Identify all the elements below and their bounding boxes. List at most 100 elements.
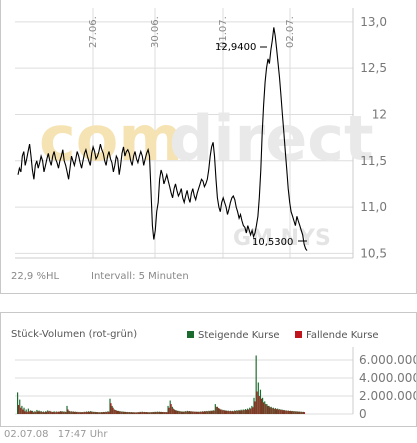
volume-bar-rising <box>79 411 81 414</box>
high-label: 12,9400 <box>215 42 256 53</box>
price-y-tick: 13,0 <box>360 15 387 29</box>
volume-bar-rising <box>244 409 246 414</box>
footer-timestamp: 02.07.08 17:47 Uhr <box>4 429 113 440</box>
volume-bar-rising <box>81 412 83 414</box>
volume-bar-rising <box>128 412 130 414</box>
volume-bar-falling <box>60 411 63 414</box>
volume-bar-rising <box>68 410 70 414</box>
volume-bar-rising <box>102 411 105 414</box>
volume-bar-falling <box>151 412 153 414</box>
volume-bar-rising <box>212 410 214 414</box>
volume-bar-rising <box>227 410 229 414</box>
volume-bar-falling <box>93 411 95 414</box>
volume-bar-rising <box>193 411 195 414</box>
volume-bar-rising <box>186 410 188 414</box>
volume-bar-falling <box>17 405 20 414</box>
volume-bar-falling <box>267 405 269 414</box>
volume-bar-rising <box>94 411 96 414</box>
volume-bar-rising <box>167 405 169 414</box>
volume-bar-rising <box>66 405 68 414</box>
volume-bar-rising <box>188 411 191 414</box>
legend-rising-swatch <box>187 331 194 338</box>
volume-bar-falling <box>262 402 265 414</box>
volume-bar-falling <box>230 411 232 414</box>
volume-bar-rising <box>208 410 210 414</box>
volume-bar-rising <box>145 412 148 414</box>
volume-bar-falling <box>129 412 131 414</box>
volume-bar-rising <box>83 411 85 414</box>
volume-bar-rising <box>169 400 171 414</box>
volume-bar-falling <box>97 412 99 414</box>
volume-bar-rising <box>294 411 296 414</box>
volume-bar-falling <box>235 410 237 414</box>
volume-bar-falling <box>164 412 166 414</box>
volume-bar-rising <box>107 411 109 414</box>
volume-y-tick: 0 <box>359 407 367 421</box>
watermark-brand-light: com <box>39 102 183 175</box>
volume-bar-rising <box>178 410 180 414</box>
volume-bar-falling <box>245 409 247 414</box>
volume-bar-falling <box>45 411 48 414</box>
volume-bar-falling <box>69 411 71 414</box>
volume-bar-falling <box>174 410 177 414</box>
volume-bar-falling <box>200 411 202 414</box>
volume-bar-falling <box>290 411 293 414</box>
volume-bar-rising <box>36 409 38 414</box>
price-y-tick: 12 <box>372 107 387 121</box>
volume-bar-rising <box>163 411 165 414</box>
volume-bar-falling <box>207 411 209 414</box>
volume-bar-falling <box>299 411 301 414</box>
volume-bar-falling <box>80 412 82 414</box>
volume-bar-falling <box>273 408 275 414</box>
volume-bar-falling <box>202 411 204 414</box>
volume-bar-falling <box>56 411 58 414</box>
volume-bar-falling <box>282 410 284 414</box>
volume-bar-falling <box>177 410 179 414</box>
volume-bar-falling <box>166 412 168 414</box>
volume-bar-rising <box>105 411 107 414</box>
volume-bar-falling <box>26 411 28 414</box>
volume-bar-rising <box>44 411 47 414</box>
volume-bar-rising <box>62 411 64 414</box>
volume-bar-rising <box>240 409 242 414</box>
volume-bar-falling <box>121 411 123 414</box>
volume-bar-rising <box>21 405 23 414</box>
volume-bar-falling <box>39 411 41 414</box>
volume-bar-falling <box>112 407 114 414</box>
volume-bar-rising <box>57 411 60 414</box>
interval-label: Intervall: 5 Minuten <box>91 271 189 282</box>
price-x-tick: 27.06. <box>88 16 99 48</box>
volume-bar-rising <box>191 411 193 414</box>
volume-bar-falling <box>106 411 108 414</box>
volume-bar-rising <box>302 411 305 414</box>
volume-bar-falling <box>118 411 121 414</box>
volume-bar-rising <box>42 411 44 414</box>
volume-bar-falling <box>217 408 220 414</box>
volume-bar-falling <box>153 412 155 414</box>
volume-bar-falling <box>301 411 303 414</box>
footer-date: 02.07.08 <box>4 429 49 440</box>
volume-bar-rising <box>197 411 199 414</box>
volume-bar-rising <box>161 411 163 414</box>
volume-bar-falling <box>33 412 35 414</box>
volume-bar-rising <box>87 411 90 414</box>
volume-bar-falling <box>252 407 254 414</box>
volume-bar-rising <box>298 411 300 414</box>
volume-bar-falling <box>73 411 76 414</box>
volume-bar-rising <box>270 406 272 414</box>
volume-bar-falling <box>123 411 125 414</box>
volume-bar-falling <box>28 411 30 414</box>
volume-bar-rising <box>259 389 262 414</box>
volume-bar-falling <box>181 411 183 414</box>
volume-bar-falling <box>110 403 112 414</box>
price-chart-panel: com direct GM NYS 27.06. 30.06. 01.07. 02.0… <box>0 0 417 294</box>
volume-bar-rising <box>251 405 253 414</box>
volume-bar-falling <box>185 411 187 414</box>
volume-bar-rising <box>130 412 133 414</box>
volume-bar-rising <box>268 405 270 414</box>
volume-bar-rising <box>221 409 223 414</box>
volume-bar-rising <box>115 410 118 414</box>
volume-bar-falling <box>114 409 116 414</box>
volume-bar-rising <box>173 409 176 414</box>
volume-bar-falling <box>209 411 211 414</box>
